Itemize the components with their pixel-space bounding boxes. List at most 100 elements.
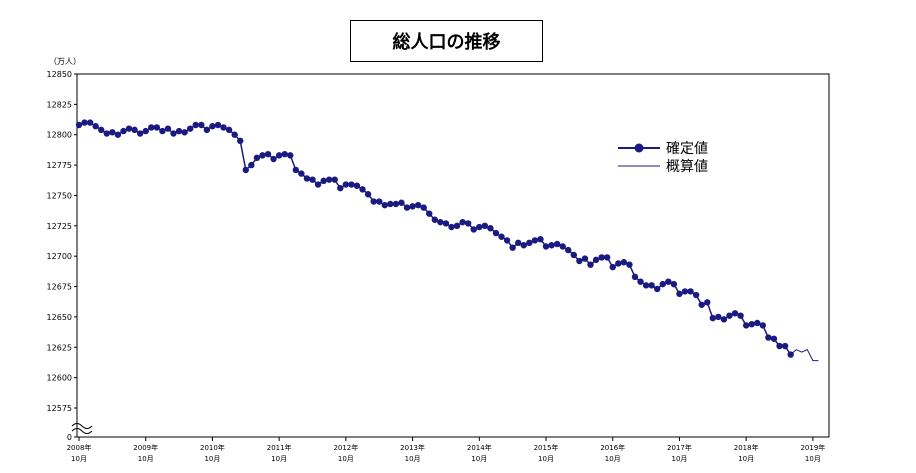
data-point <box>637 278 644 285</box>
x-tick-month: 10月 <box>538 455 554 463</box>
x-tick-year: 2015年 <box>534 443 559 452</box>
y-tick-label: 12800 <box>47 131 72 140</box>
data-point <box>86 119 94 126</box>
x-tick-year: 2008年 <box>67 443 92 452</box>
data-point <box>509 244 516 251</box>
data-point <box>114 131 122 138</box>
data-point <box>353 182 361 189</box>
data-point <box>537 235 544 243</box>
data-point <box>214 121 222 129</box>
data-point <box>776 342 783 350</box>
data-point <box>292 166 300 174</box>
y-tick-label: 12575 <box>47 404 72 413</box>
x-tick-year: 2016年 <box>600 443 625 452</box>
data-point <box>481 222 489 230</box>
data-point <box>231 131 238 138</box>
y-tick-label: 12700 <box>47 252 72 261</box>
data-point <box>409 203 416 210</box>
x-tick-month: 10月 <box>471 455 487 463</box>
data-point <box>387 200 394 208</box>
data-point <box>242 166 249 174</box>
data-point <box>264 150 272 158</box>
data-point <box>476 223 483 231</box>
x-tick-month: 10月 <box>204 455 220 463</box>
data-point <box>170 130 177 137</box>
x-tick-year: 2019年 <box>800 443 825 452</box>
data-point <box>670 280 678 288</box>
data-point <box>498 233 505 240</box>
data-point <box>464 220 472 227</box>
data-point <box>676 290 683 298</box>
data-point <box>175 127 183 135</box>
axis-break-mark <box>71 423 93 429</box>
data-point <box>259 152 266 159</box>
data-point <box>615 260 622 267</box>
data-point <box>359 186 366 193</box>
y-tick-label: 12825 <box>47 100 72 109</box>
data-point <box>164 125 172 132</box>
data-point <box>598 254 605 261</box>
y-tick-label: 12625 <box>47 343 72 352</box>
data-point <box>609 263 616 271</box>
data-point <box>520 242 527 249</box>
data-point <box>687 288 694 295</box>
data-point <box>681 288 689 295</box>
data-point <box>631 273 639 281</box>
data-point <box>587 261 594 268</box>
x-tick-month: 10月 <box>271 455 287 463</box>
legend-marker-confirmed <box>634 143 644 153</box>
x-tick-month: 10月 <box>338 455 354 463</box>
x-tick-month: 10月 <box>138 455 154 463</box>
y-tick-label: 12850 <box>47 70 72 79</box>
x-tick-month: 10月 <box>405 455 421 463</box>
data-point <box>198 121 205 129</box>
data-point <box>754 319 761 327</box>
data-point <box>470 226 477 233</box>
data-point <box>565 246 572 254</box>
data-point <box>192 121 199 129</box>
data-point <box>426 210 433 217</box>
data-point <box>576 257 583 265</box>
data-point <box>570 251 578 259</box>
data-point <box>626 261 633 268</box>
data-point <box>654 285 661 293</box>
plot-frame <box>76 73 830 438</box>
data-point <box>181 129 188 136</box>
data-point <box>620 259 628 266</box>
x-tick-year: 2011年 <box>267 443 292 452</box>
data-point <box>159 127 166 135</box>
data-point <box>781 342 789 350</box>
data-point <box>392 200 400 208</box>
y-tick-label: 0 <box>67 433 72 442</box>
data-point <box>398 199 405 206</box>
x-tick-month: 10月 <box>805 455 821 463</box>
data-point <box>542 243 550 250</box>
data-point <box>120 127 127 135</box>
data-point <box>748 320 755 328</box>
legend-label-confirmed: 確定値 <box>666 141 708 157</box>
y-tick-label: 12725 <box>47 222 72 231</box>
data-point <box>726 312 733 319</box>
x-tick-year: 2010年 <box>200 443 225 452</box>
data-point <box>515 239 522 247</box>
data-point <box>770 335 778 342</box>
chart-title: 総人口の推移 <box>350 20 543 62</box>
data-point <box>287 152 294 159</box>
data-point <box>453 222 461 230</box>
data-point <box>720 316 728 323</box>
data-point <box>431 216 439 223</box>
data-point <box>704 299 711 306</box>
axis-break-mark <box>71 428 93 434</box>
data-point <box>548 242 555 249</box>
data-point <box>364 191 372 198</box>
data-point <box>320 177 327 185</box>
data-point <box>75 121 83 129</box>
data-point <box>731 310 739 317</box>
x-tick-year: 2013年 <box>400 443 425 452</box>
data-point <box>309 176 316 183</box>
data-point <box>737 312 744 319</box>
x-tick-year: 2018年 <box>734 443 759 452</box>
legend-label-estimate: 概算値 <box>666 159 708 175</box>
data-point <box>692 291 700 299</box>
